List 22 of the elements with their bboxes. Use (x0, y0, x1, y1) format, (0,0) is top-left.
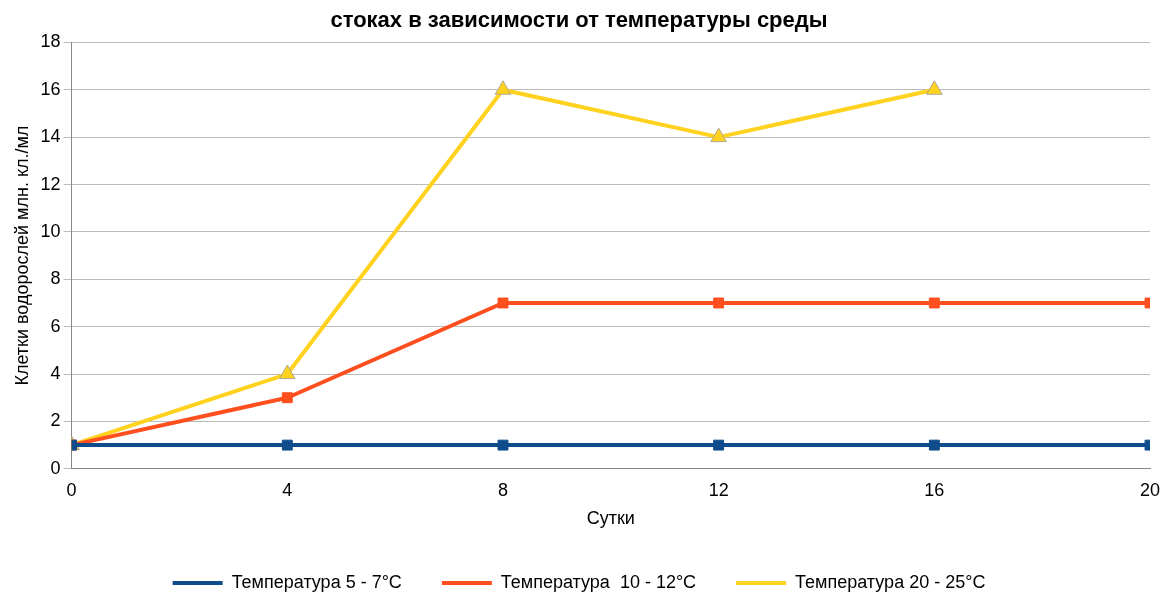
y-tick-label: 14 (40, 126, 61, 147)
x-tick-label: 4 (282, 479, 293, 500)
y-axis-title: Клетки водорослей млн. кл./мл (11, 125, 32, 386)
x-axis-title: Сутки (586, 508, 635, 529)
legend-label: Температура 20 - 25°C (795, 571, 986, 592)
legend-label: Температура 5 - 7°C (231, 571, 402, 592)
y-tick-label: 18 (40, 31, 61, 52)
y-tick-label: 8 (50, 268, 61, 289)
y-tick-label: 2 (50, 410, 61, 431)
legend-label: Температура 10 - 12°C (500, 571, 697, 592)
y-tick-label: 6 (50, 315, 61, 336)
y-tick-label: 0 (50, 457, 61, 478)
y-tick-label: 10 (40, 220, 61, 241)
y-tick-label: 4 (50, 363, 61, 384)
y-tick-label: 16 (40, 78, 61, 99)
y-tick-label: 12 (40, 173, 61, 194)
x-tick-label: 12 (708, 479, 729, 500)
x-tick-label: 16 (924, 479, 945, 500)
x-tick-label: 8 (497, 479, 508, 500)
x-tick-label: 0 (66, 479, 77, 500)
x-tick-label: 20 (1139, 479, 1161, 500)
chart-title: стоках в зависимости от температуры среды (330, 7, 828, 33)
